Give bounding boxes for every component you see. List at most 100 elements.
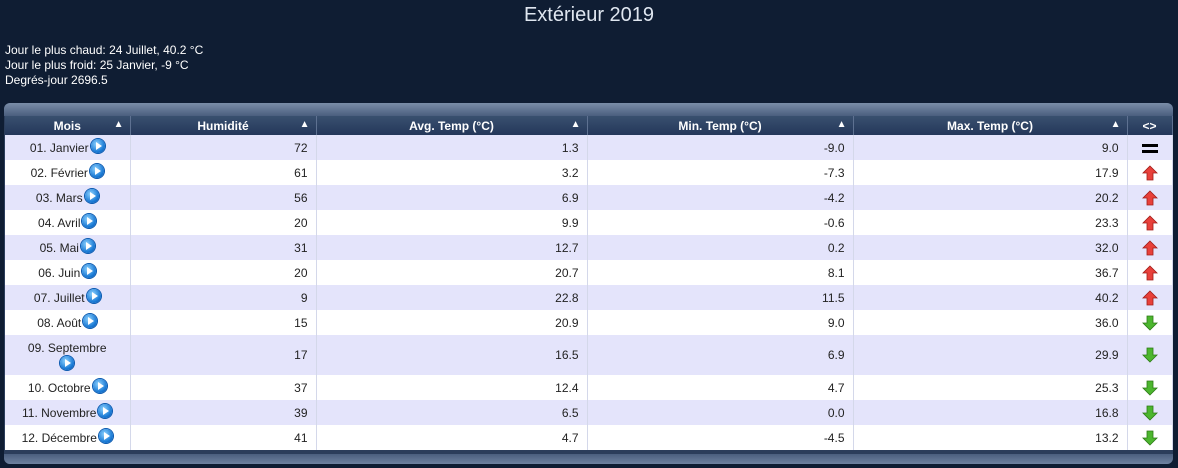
- month-label: 04. Avril: [38, 215, 81, 230]
- max-cell: 40.2: [853, 285, 1128, 310]
- sort-asc-icon: ▲: [113, 119, 124, 130]
- trend-cell: [1127, 160, 1173, 185]
- trend-cell: [1127, 210, 1173, 235]
- max-cell: 17.9: [853, 160, 1128, 185]
- table-row: 05. Mai 31 12.7 0.2 32.0: [5, 235, 1173, 260]
- sort-asc-icon: ▲: [299, 119, 310, 130]
- header-max-temp-label: Max. Temp (°C): [947, 118, 1033, 133]
- table-body: 01. Janvier 72 1.3 -9.0 9.0 02. Février 61 3.2-…: [5, 135, 1173, 450]
- trend-cell: [1127, 335, 1173, 375]
- avg-cell: 3.2: [316, 160, 588, 185]
- humidity-cell: 17: [130, 335, 317, 375]
- trend-cell: [1127, 310, 1173, 335]
- hottest-day: Jour le plus chaud: 24 Juillet, 40.2 °C: [5, 43, 204, 57]
- trend-cell: [1127, 185, 1173, 210]
- header-trend-label: <>: [1142, 118, 1157, 133]
- min-cell: -4.2: [587, 185, 854, 210]
- play-circle-icon[interactable]: [82, 263, 97, 278]
- header-avg-temp[interactable]: Avg. Temp (°C) ▲: [316, 116, 588, 135]
- min-cell: 0.2: [587, 235, 854, 260]
- table-row: 11. Novembre 39 6.5 0.0 16.8: [5, 400, 1173, 425]
- avg-cell: 12.7: [316, 235, 588, 260]
- header-month-label: Mois: [53, 118, 81, 133]
- header-avg-temp-label: Avg. Temp (°C): [409, 118, 494, 133]
- month-label: 09. Septembre: [27, 340, 107, 355]
- arrow-down-icon: [1141, 315, 1158, 331]
- month-label: 03. Mars: [35, 190, 83, 205]
- min-cell: 11.5: [587, 285, 854, 310]
- month-cell: 01. Janvier: [5, 135, 131, 160]
- month-cell: 09. Septembre: [5, 335, 131, 375]
- max-cell: 29.9: [853, 335, 1128, 375]
- month-label: 08. Août: [37, 315, 82, 330]
- humidity-cell: 31: [130, 235, 317, 260]
- month-cell: 12. Décembre: [5, 425, 131, 450]
- min-cell: 0.0: [587, 400, 854, 425]
- max-cell: 23.3: [853, 210, 1128, 235]
- max-cell: 32.0: [853, 235, 1128, 260]
- play-circle-icon[interactable]: [83, 313, 98, 328]
- sort-asc-icon: ▲: [570, 119, 581, 130]
- arrow-up-icon: [1141, 289, 1158, 305]
- play-circle-icon[interactable]: [90, 138, 105, 153]
- min-cell: -4.5: [587, 425, 854, 450]
- play-circle-icon[interactable]: [89, 163, 104, 178]
- arrow-up-icon: [1141, 214, 1158, 230]
- humidity-cell: 41: [130, 425, 317, 450]
- humidity-cell: 15: [130, 310, 317, 335]
- max-cell: 13.2: [853, 425, 1128, 450]
- header-max-temp[interactable]: Max. Temp (°C) ▲: [853, 116, 1128, 135]
- table-row: 07. Juillet 9 22.8 11.5 40.2: [5, 285, 1173, 310]
- table-row: 10. Octobre 37 12.4 4.7 25.3: [5, 375, 1173, 400]
- humidity-cell: 9: [130, 285, 317, 310]
- max-cell: 16.8: [853, 400, 1128, 425]
- humidity-cell: 61: [130, 160, 317, 185]
- play-circle-icon[interactable]: [82, 213, 97, 228]
- avg-cell: 1.3: [316, 135, 588, 160]
- min-cell: 4.7: [587, 375, 854, 400]
- trend-cell: [1127, 260, 1173, 285]
- avg-cell: 6.5: [316, 400, 588, 425]
- play-circle-icon[interactable]: [92, 378, 107, 393]
- month-label: 11. Novembre: [22, 405, 97, 420]
- summary-stats: Jour le plus chaud: 24 Juillet, 40.2 °C …: [5, 43, 203, 88]
- avg-cell: 20.9: [316, 310, 588, 335]
- degree-days: Degrés-jour 2696.5: [5, 73, 108, 87]
- table-row: 08. Août 15 20.9 9.0 36.0: [5, 310, 1173, 335]
- play-circle-icon[interactable]: [86, 288, 101, 303]
- humidity-cell: 39: [130, 400, 317, 425]
- play-circle-icon[interactable]: [60, 355, 75, 370]
- header-month[interactable]: Mois ▲: [5, 116, 131, 135]
- play-circle-icon[interactable]: [98, 403, 113, 418]
- trend-cell: [1127, 400, 1173, 425]
- table-row: 01. Janvier 72 1.3 -9.0 9.0: [5, 135, 1173, 160]
- table-top-bar: [4, 103, 1173, 116]
- avg-cell: 9.9: [316, 210, 588, 235]
- month-label: 07. Juillet: [33, 290, 85, 305]
- table-row: 06. Juin 20 20.7 8.1 36.7: [5, 260, 1173, 285]
- min-cell: -7.3: [587, 160, 854, 185]
- header-trend: <>: [1127, 116, 1173, 135]
- header-min-temp[interactable]: Min. Temp (°C) ▲: [587, 116, 854, 135]
- monthly-table-container: Mois ▲ Humidité ▲ Avg. Temp (°C) ▲ Min. …: [4, 103, 1173, 464]
- max-cell: 36.0: [853, 310, 1128, 335]
- play-circle-icon[interactable]: [84, 188, 99, 203]
- table-row: 12. Décembre 41 4.7 -4.5 13.2: [5, 425, 1173, 450]
- humidity-cell: 72: [130, 135, 317, 160]
- avg-cell: 22.8: [316, 285, 588, 310]
- trend-cell: [1127, 285, 1173, 310]
- table-row: 02. Février 61 3.2 -7.3 17.9: [5, 160, 1173, 185]
- month-cell: 11. Novembre: [5, 400, 131, 425]
- header-humidity[interactable]: Humidité ▲: [130, 116, 317, 135]
- trend-cell: [1127, 135, 1173, 160]
- max-cell: 9.0: [853, 135, 1128, 160]
- sort-asc-icon: ▲: [836, 119, 847, 130]
- play-circle-icon[interactable]: [98, 428, 113, 443]
- table-row: 04. Avril 20 9.9 -0.6 23.3: [5, 210, 1173, 235]
- arrow-up-icon: [1141, 264, 1158, 280]
- play-circle-icon[interactable]: [80, 238, 95, 253]
- arrow-up-icon: [1141, 239, 1158, 255]
- arrow-down-icon: [1141, 430, 1158, 446]
- monthly-table: Mois ▲ Humidité ▲ Avg. Temp (°C) ▲ Min. …: [5, 116, 1173, 450]
- month-cell: 08. Août: [5, 310, 131, 335]
